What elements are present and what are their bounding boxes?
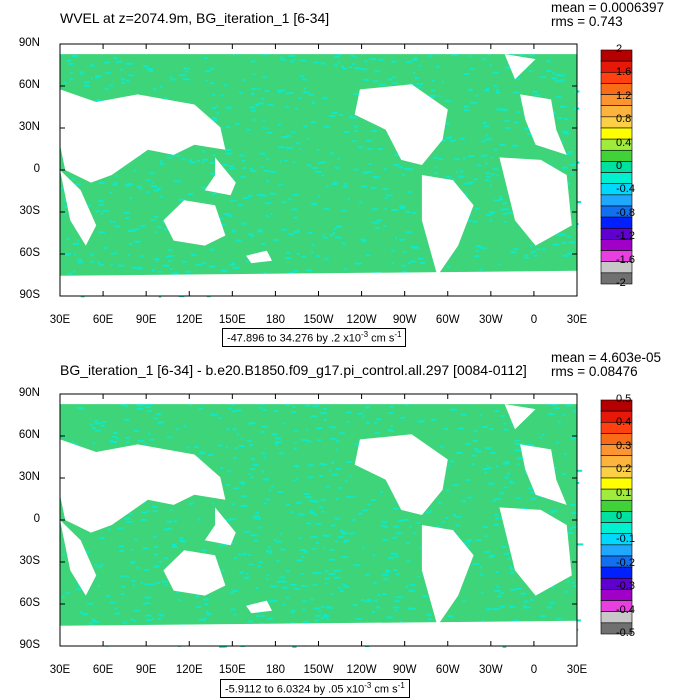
- colorbar-tick-label: 0: [616, 510, 623, 522]
- lon-tick-label: 30W: [479, 664, 503, 676]
- colorbar-tick-label: 0.8: [616, 113, 632, 126]
- lon-tick-label: 90E: [135, 314, 157, 326]
- lon-tick-label: 150E: [218, 314, 246, 326]
- map-panel-top: WVEL at z=2074.9m, BG_iteration_1 [6-34]…: [18, 0, 664, 347]
- lat-tick-label: 30N: [18, 471, 40, 483]
- colorbar-tick-label: 0.4: [616, 416, 632, 429]
- colorbar: [600, 49, 633, 285]
- colorbar-tick-label: 1.6: [616, 66, 632, 79]
- colorbar-tick-label: 0: [616, 160, 623, 172]
- colorbar-tick-label: -0.1: [616, 533, 635, 546]
- lat-tick-label: 60N: [18, 429, 40, 441]
- lat-tick-label: 60N: [18, 79, 40, 91]
- lon-tick-label: 120E: [175, 664, 203, 676]
- lon-tick-label: 120W: [346, 314, 377, 326]
- lon-tick-label: 60E: [92, 664, 114, 676]
- map-plot-top: [59, 43, 633, 298]
- rms-stat: rms = 0.743: [551, 14, 623, 29]
- lon-tick-label: 90E: [135, 664, 157, 676]
- lat-tick-label: 90S: [19, 289, 40, 301]
- colorbar-tick-label: -0.2: [616, 556, 635, 569]
- colorbar-tick-label: -0.3: [616, 580, 635, 593]
- map-plot-bottom: [59, 393, 633, 648]
- lon-tick-label: 60E: [92, 314, 114, 326]
- colorbar-tick-label: -0.4: [616, 183, 635, 196]
- lon-tick-label: 0: [530, 314, 538, 326]
- mean-stat: mean = 4.603e-05: [551, 350, 661, 365]
- colorbar-tick-label: -0.4: [616, 603, 635, 616]
- colorbar-tick-label: 0.4: [616, 136, 632, 149]
- lat-tick-label: 90N: [18, 387, 40, 399]
- colorbar-tick-label: -2: [616, 277, 626, 289]
- lon-tick-label: 30E: [566, 664, 588, 676]
- lon-tick-label: 180: [265, 314, 285, 326]
- lon-tick-label: 150W: [303, 664, 334, 676]
- panel-title: BG_iteration_1 [6-34] - b.e20.B1850.f09_…: [60, 362, 527, 378]
- lon-tick-label: 180: [265, 664, 285, 676]
- colorbar-tick-label: 0.2: [616, 463, 632, 476]
- mean-stat: mean = 0.0006397: [551, 0, 664, 15]
- lon-tick-label: 30E: [49, 664, 71, 676]
- lat-tick-label: 30S: [19, 555, 40, 567]
- lon-tick-label: 60W: [435, 314, 460, 326]
- colorbar-tick-label: 0.5: [616, 393, 632, 405]
- lat-tick-label: 30S: [19, 205, 40, 217]
- lon-tick-label: 120E: [175, 314, 203, 326]
- lon-tick-label: 150E: [218, 664, 246, 676]
- contour-range-box: -47.896 to 34.276 by .2 x10-3 cm s-1: [222, 328, 407, 347]
- colorbar-tick-label: -0.5: [616, 627, 635, 639]
- lon-tick-label: 30W: [479, 314, 503, 326]
- colorbar-tick-label: 0.1: [616, 486, 632, 499]
- map-area: [59, 393, 584, 648]
- lat-tick-label: 90S: [19, 639, 40, 651]
- map-area: [59, 43, 582, 298]
- colorbar-tick-label: 0.3: [616, 439, 632, 452]
- colorbar-tick-label: 1.2: [616, 89, 632, 102]
- lon-tick-label: 90W: [392, 314, 417, 326]
- lon-tick-label: 120W: [346, 664, 377, 676]
- lon-tick-label: 0: [530, 664, 538, 676]
- colorbar-tick-label: -1.2: [616, 230, 635, 243]
- lon-tick-label: 30E: [566, 314, 588, 326]
- lat-tick-label: 30N: [18, 121, 40, 133]
- colorbar-tick-label: 2: [616, 43, 623, 55]
- contour-range-box: -5.9112 to 6.0324 by .05 x10-3 cm s-1: [220, 679, 410, 698]
- map-panel-bottom: BG_iteration_1 [6-34] - b.e20.B1850.f09_…: [0, 350, 700, 700]
- lat-tick-label: 60S: [19, 597, 40, 609]
- lat-tick-label: 0: [33, 163, 40, 175]
- lat-tick-label: 60S: [19, 247, 40, 259]
- colorbar-tick-label: -1.6: [616, 253, 635, 266]
- lat-tick-label: 0: [33, 513, 40, 525]
- lon-tick-label: 30E: [49, 314, 71, 326]
- rms-stat: rms = 0.08476: [551, 364, 638, 379]
- panel-title: WVEL at z=2074.9m, BG_iteration_1 [6-34]: [60, 10, 330, 26]
- colorbar: [600, 399, 633, 635]
- lon-tick-label: 90W: [392, 664, 417, 676]
- lon-tick-label: 150W: [303, 314, 334, 326]
- lat-tick-label: 90N: [18, 37, 40, 49]
- lon-tick-label: 60W: [435, 664, 460, 676]
- colorbar-tick-label: -0.8: [616, 206, 635, 219]
